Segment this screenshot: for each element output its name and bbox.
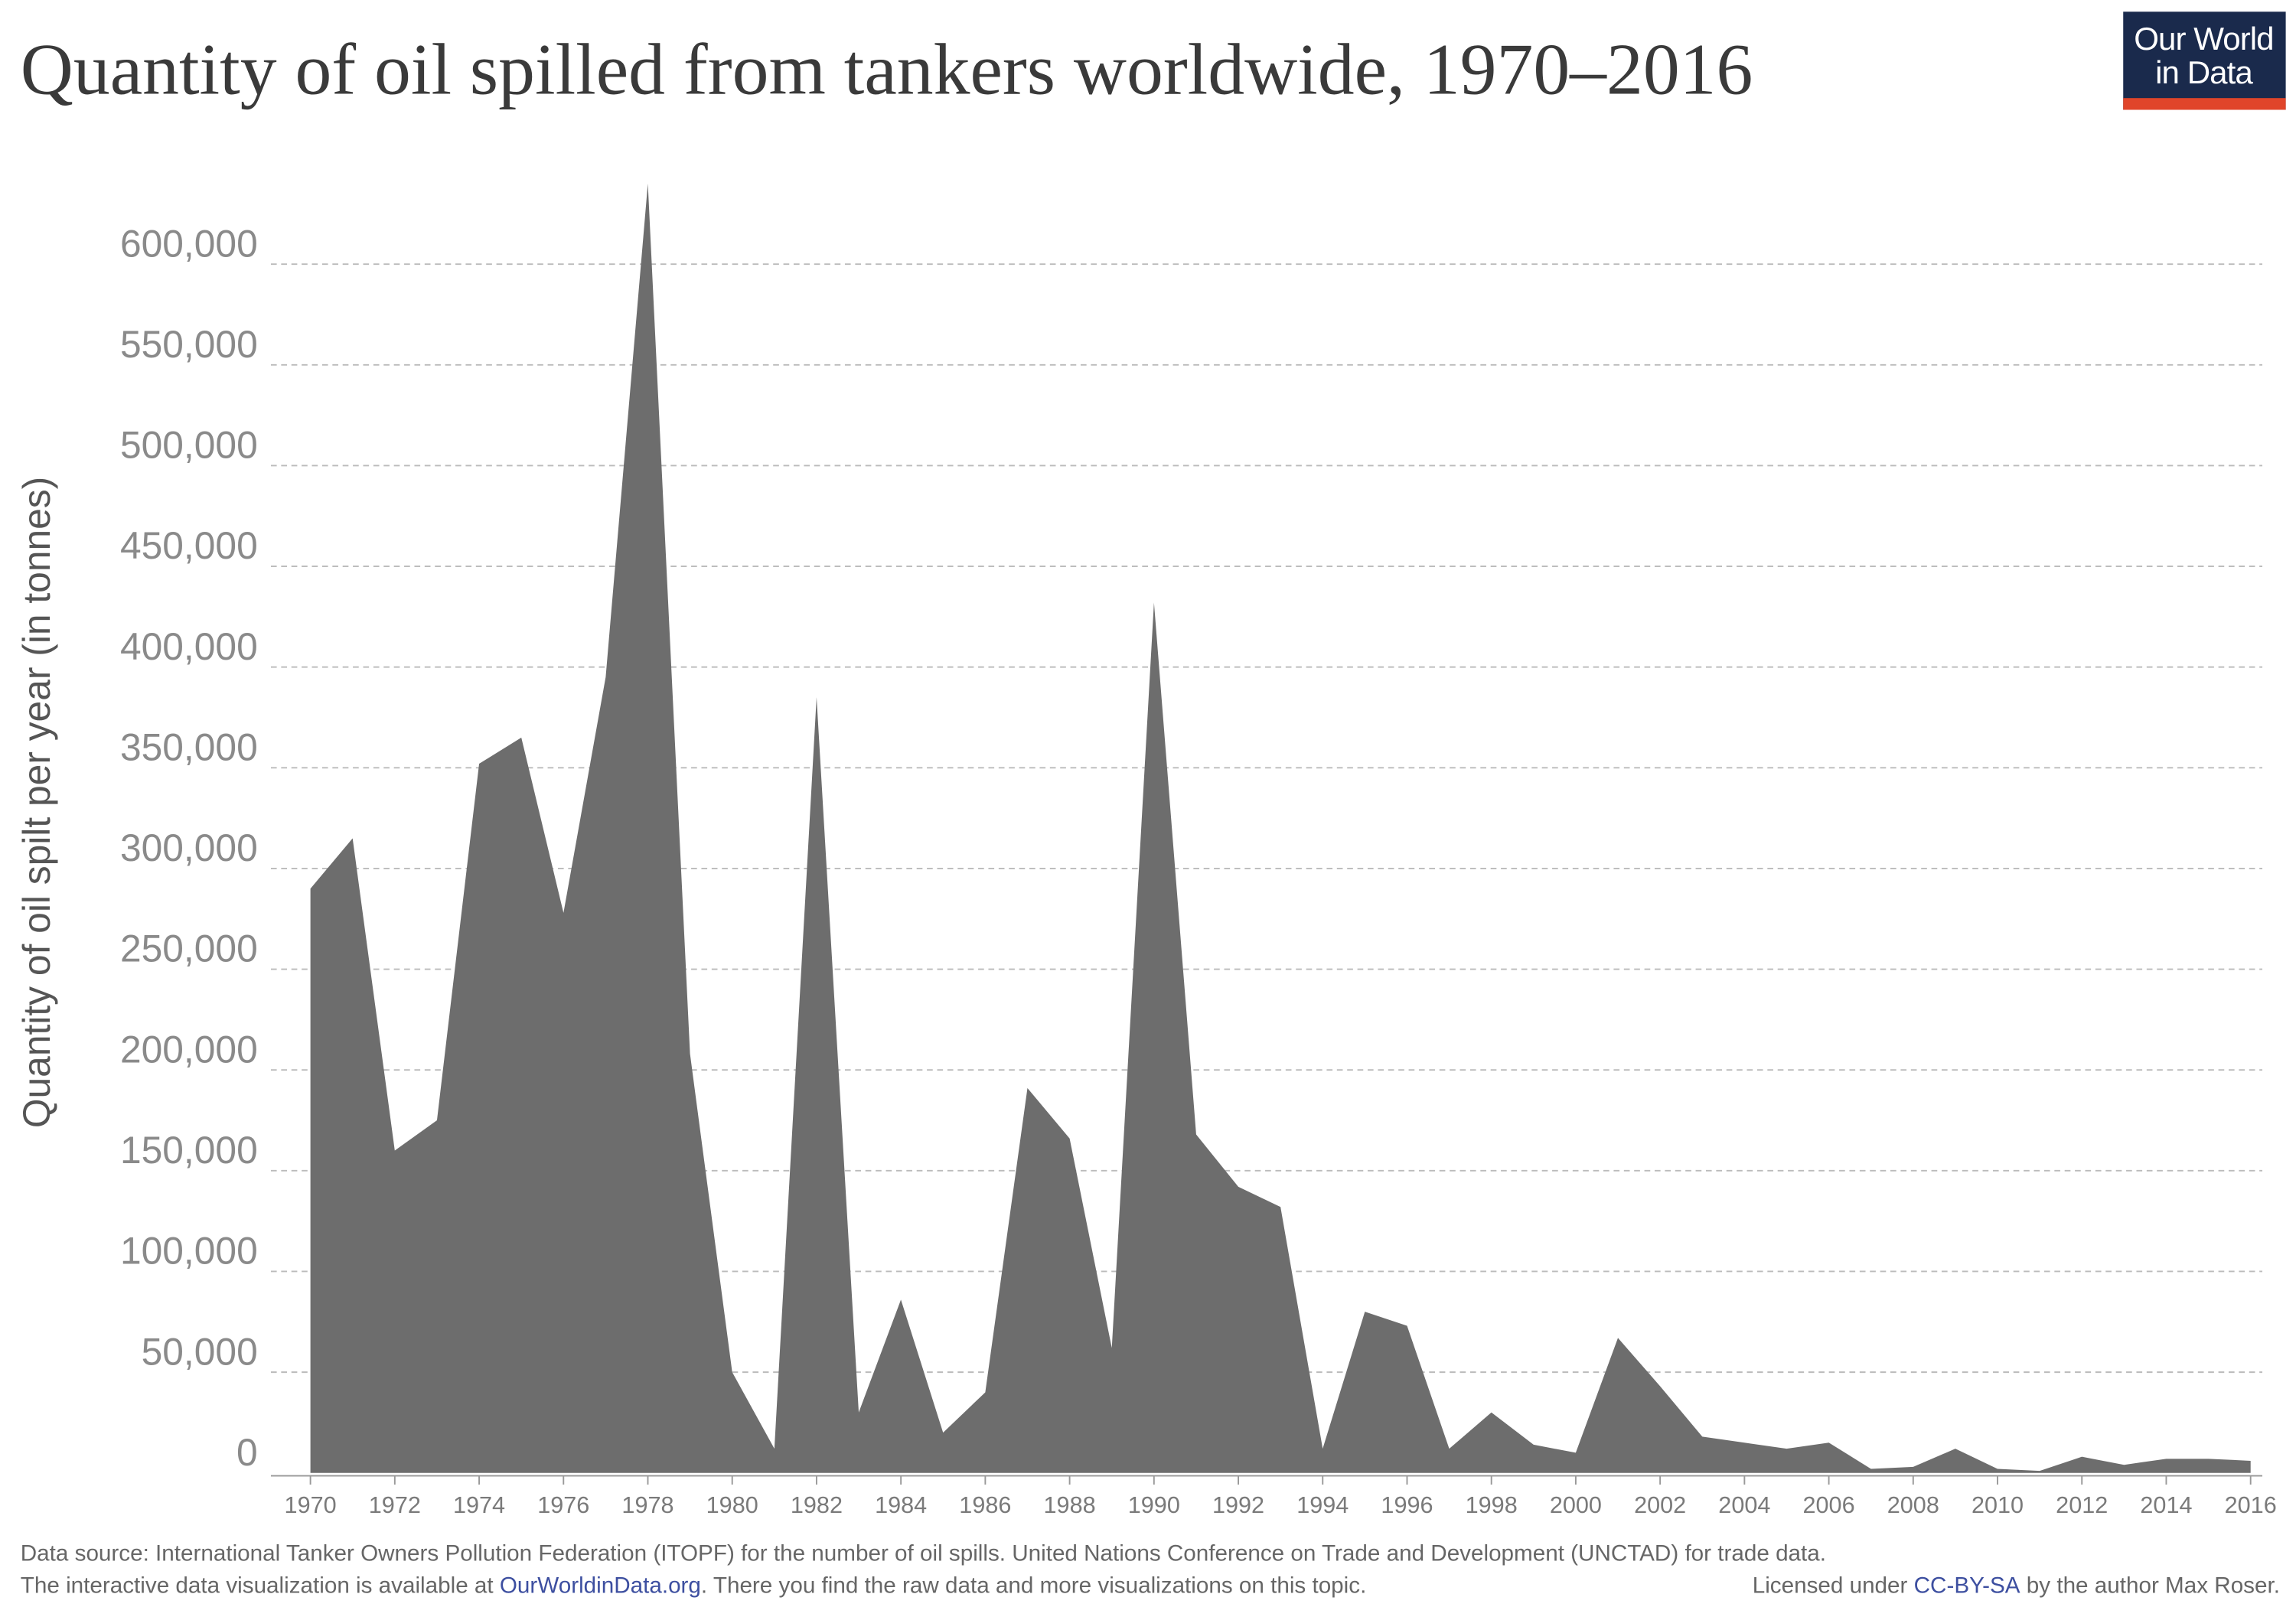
y-tick-label: 350,000 (120, 725, 258, 768)
x-tick-label: 2012 (2056, 1492, 2108, 1518)
y-tick-label: 300,000 (120, 826, 258, 869)
x-tick-label: 1974 (453, 1492, 505, 1518)
y-tick-label: 500,000 (120, 424, 258, 467)
x-tick-label: 1978 (621, 1492, 673, 1518)
y-tick-label: 150,000 (120, 1129, 258, 1172)
x-tick-label: 1986 (959, 1492, 1011, 1518)
x-tick-label: 2002 (1634, 1492, 1686, 1518)
footer-text: by the author Max Roser. (2020, 1573, 2280, 1599)
x-tick-label: 2016 (2225, 1492, 2277, 1518)
x-tick-label: 1990 (1128, 1492, 1180, 1518)
logo-text: in Data (2155, 54, 2253, 90)
y-tick-label: 100,000 (120, 1230, 258, 1273)
footer-source: Data source: International Tanker Owners… (21, 1541, 1826, 1566)
x-tick-label: 2000 (1550, 1492, 1602, 1518)
x-tick-label: 2004 (1718, 1492, 1770, 1518)
footer-text: . There you find the raw data and more v… (701, 1573, 1366, 1599)
footer-link[interactable]: OurWorldinData.org (500, 1573, 701, 1599)
x-tick-label: 1976 (537, 1492, 589, 1518)
x-tick-label: 1980 (706, 1492, 758, 1518)
logo-box (2123, 11, 2286, 110)
y-tick-label: 250,000 (120, 927, 258, 970)
x-tick-label: 1998 (1466, 1492, 1518, 1518)
y-tick-label: 450,000 (120, 524, 258, 567)
footer-text: The interactive data visualization is av… (21, 1573, 500, 1599)
chart-title: Quantity of oil spilled from tankers wor… (21, 28, 1753, 109)
x-tick-label: 1988 (1044, 1492, 1096, 1518)
area (310, 183, 2251, 1473)
footer-license: Licensed under CC-BY-SA by the author Ma… (1753, 1573, 2280, 1599)
logo-text: Our World (2134, 21, 2273, 57)
y-tick-label: 50,000 (142, 1330, 258, 1373)
x-tick-label: 1992 (1212, 1492, 1264, 1518)
x-tick-label: 1970 (285, 1492, 337, 1518)
y-tick-label: 200,000 (120, 1028, 258, 1071)
license-link[interactable]: CC-BY-SA (1914, 1573, 2020, 1599)
y-tick-label: 600,000 (120, 222, 258, 265)
footer-text: Licensed under (1753, 1573, 1914, 1599)
y-tick-label: 400,000 (120, 625, 258, 668)
x-tick-label: 2008 (1887, 1492, 1939, 1518)
x-tick-label: 1982 (791, 1492, 843, 1518)
x-tick-label: 2014 (2140, 1492, 2192, 1518)
logo-stripe (2123, 98, 2286, 110)
x-tick-label: 2010 (1971, 1492, 2024, 1518)
y-tick-label: 550,000 (120, 323, 258, 366)
x-tick-label: 1996 (1381, 1492, 1433, 1518)
x-tick-label: 1984 (875, 1492, 927, 1518)
x-tick-label: 2006 (1803, 1492, 1855, 1518)
x-tick-label: 1994 (1296, 1492, 1349, 1518)
footer-info: The interactive data visualization is av… (21, 1573, 1367, 1599)
x-tick-label: 1972 (369, 1492, 421, 1518)
y-axis-label: Quantity of oil spilt per year (in tonne… (15, 477, 58, 1128)
y-tick-label: 0 (236, 1431, 258, 1474)
